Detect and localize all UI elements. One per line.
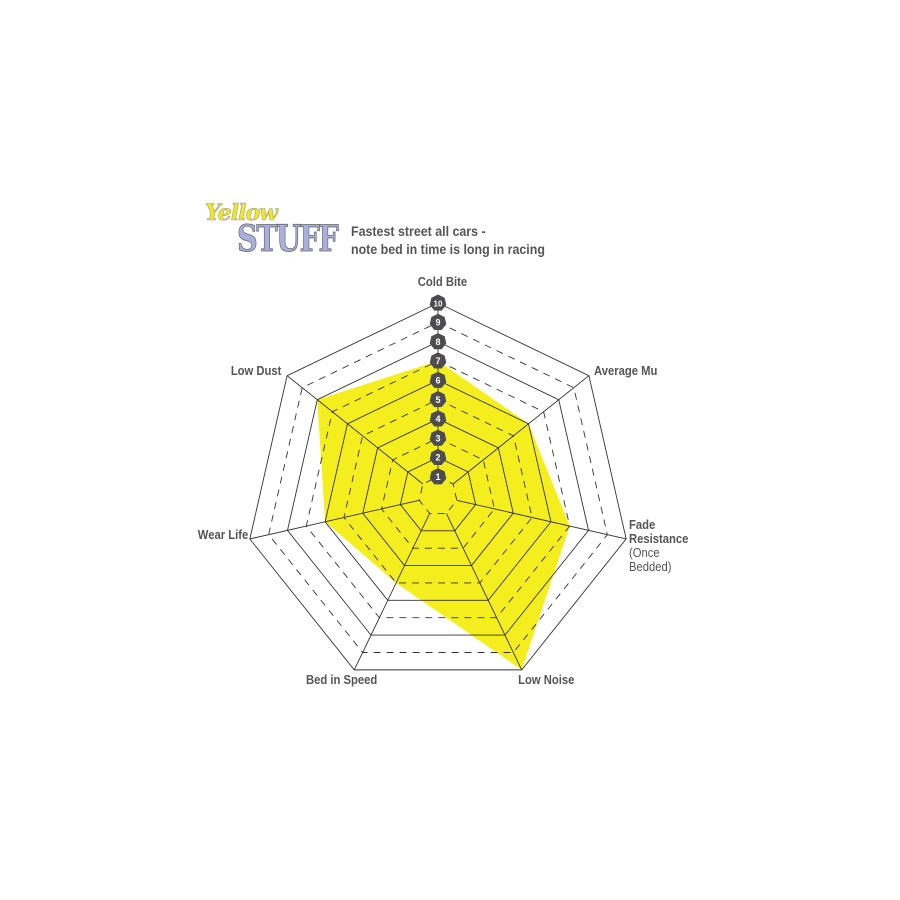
tick-label: 4	[435, 414, 440, 424]
axis-label-bed-in-speed: Bed in Speed	[305, 673, 378, 687]
axis-spoke	[456, 499, 627, 540]
tick-badge	[429, 468, 447, 485]
yellow-stuff-logo: Yellow STUFF	[205, 200, 339, 270]
axis-label-cold-bite: Cold Bite	[417, 275, 468, 289]
axis-label-low-dust: Low Dust	[230, 364, 282, 378]
logo-line2: STUFF	[237, 218, 339, 261]
chart-subtitle: Fastest street all cars - note bed in ti…	[351, 223, 545, 259]
grid-ring-10	[249, 302, 627, 671]
tick-badge	[429, 410, 447, 427]
data-area	[317, 360, 570, 670]
axis-spoke	[286, 375, 424, 485]
tick-badge	[429, 352, 447, 369]
grid-ring-7	[305, 360, 571, 619]
tick-badge	[429, 371, 447, 388]
tick-label: 9	[435, 318, 440, 328]
tick-badge	[429, 429, 447, 446]
axis-label-average-mu: Average Mu	[594, 364, 658, 378]
logo-line1: Yellow	[205, 200, 279, 227]
grid-ring-8	[286, 341, 590, 636]
tick-badge	[429, 391, 447, 408]
fade-resistance-text: Fade Resistance	[629, 518, 689, 546]
tick-label: 2	[435, 453, 440, 463]
axis-spoke	[452, 375, 590, 485]
subtitle-line-2: note bed in time is long in racing	[351, 242, 545, 257]
grid-ring-5	[343, 399, 533, 584]
grid-ring-6	[324, 379, 552, 601]
grid-ring-4	[362, 418, 514, 567]
axis-spoke	[353, 513, 431, 671]
tick-label: 3	[435, 433, 440, 443]
tick-label: 8	[435, 337, 440, 347]
axis-spoke	[445, 513, 523, 671]
tick-label: 7	[435, 356, 440, 366]
tick-label: 1	[435, 472, 440, 482]
tick-badge	[429, 313, 447, 330]
axis-label-fade-resistance: Fade Resistance (Once Bedded)	[629, 518, 701, 574]
tick-label: 10	[434, 299, 443, 308]
grid-ring-1	[418, 476, 458, 514]
tick-label: 6	[435, 376, 440, 386]
axis-spoke	[249, 499, 420, 540]
tick-badge	[429, 294, 447, 311]
fade-resistance-note: (Once Bedded)	[629, 546, 672, 574]
grid-ring-3	[381, 437, 495, 549]
tick-label: 5	[435, 395, 440, 405]
subtitle-line-1: Fastest street all cars -	[351, 224, 486, 239]
tick-badge	[429, 448, 447, 466]
axis-label-low-noise: Low Noise	[518, 673, 575, 687]
tick-badge	[429, 333, 447, 350]
axis-label-wear-life: Wear Life	[197, 528, 249, 542]
grid-ring-2	[399, 456, 477, 532]
grid-ring-9	[268, 321, 608, 653]
